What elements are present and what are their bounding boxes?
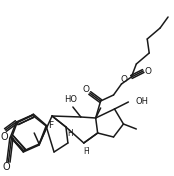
Text: H: H: [67, 128, 73, 137]
Text: F: F: [49, 121, 54, 130]
Text: O: O: [3, 162, 10, 172]
Text: HO: HO: [64, 96, 77, 105]
Text: O: O: [121, 76, 128, 84]
Text: OH: OH: [135, 98, 148, 106]
Text: Ḧ: Ḧ: [83, 146, 89, 156]
Text: O: O: [1, 132, 8, 142]
Text: O: O: [145, 68, 152, 77]
Text: O: O: [82, 84, 89, 93]
